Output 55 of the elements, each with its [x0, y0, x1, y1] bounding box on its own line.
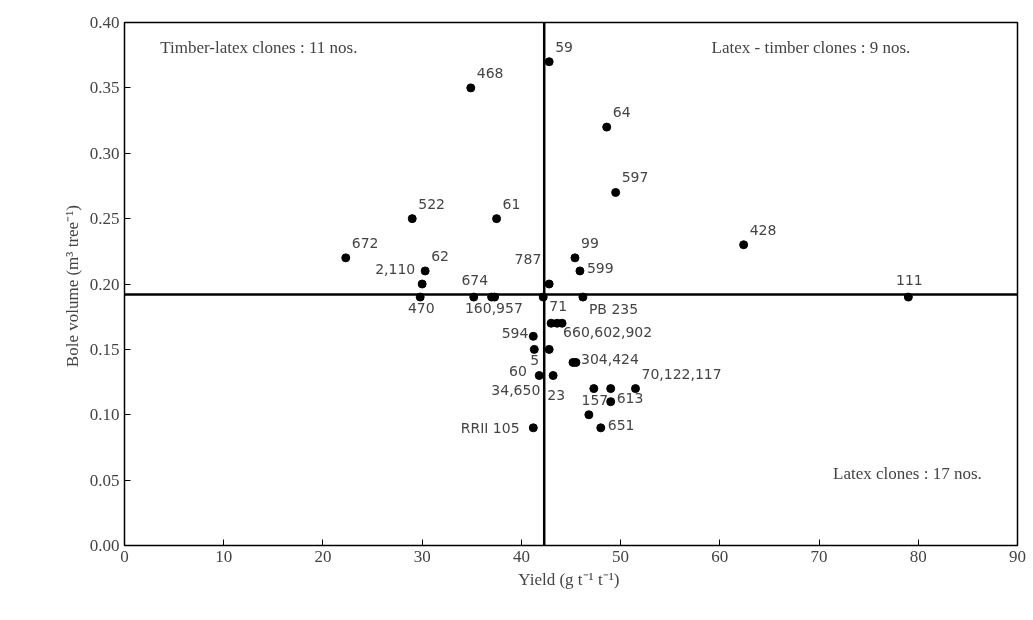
x-tick-label: 50 [612, 546, 630, 566]
y-tick-label: 0.20 [89, 274, 120, 294]
annotation: Timber-latex clones : 11 nos. [160, 38, 358, 58]
annotation: 23 [547, 386, 566, 403]
y-tick-label: 0.30 [89, 143, 120, 163]
annotation: 522 [418, 195, 445, 212]
annotation: Latex clones : 17 nos. [833, 463, 982, 483]
annotation: 71 [549, 298, 568, 315]
annotation: 157 [581, 391, 609, 408]
annotation: Latex - timber clones : 9 nos. [711, 38, 911, 58]
y-tick-label: 0.35 [89, 78, 120, 98]
annotation: 61 [502, 195, 521, 212]
x-tick-label: 40 [512, 546, 530, 566]
annotation: 5 [530, 352, 540, 369]
annotation: 674 [461, 272, 489, 289]
annotation: 62 [431, 247, 449, 264]
annotation: 651 [607, 416, 635, 433]
x-tick-label: 70 [810, 546, 828, 566]
annotation: 597 [621, 169, 649, 186]
annotation: 470 [407, 300, 435, 317]
annotation: 160,957 [464, 300, 523, 317]
x-tick-label: 0 [120, 546, 129, 566]
annotation: 59 [555, 38, 573, 55]
y-tick-label: 0.15 [89, 339, 120, 359]
annotation: 111 [896, 272, 923, 289]
x-tick-label: 20 [314, 546, 332, 566]
y-tick-label: 0.05 [89, 470, 120, 490]
x-tick-label: 80 [909, 546, 927, 566]
annotation: RRII 105 [460, 419, 520, 436]
annotation: 613 [616, 389, 644, 406]
annotation: 468 [476, 64, 504, 81]
annotation: 599 [586, 259, 614, 276]
annotation: 64 [612, 104, 631, 121]
y-axis-title: Bole volume (m³ tree⁻¹) [62, 205, 82, 368]
x-axis-title: Yield (g t⁻¹ t⁻¹) [518, 569, 620, 589]
x-tick-label: 90 [1009, 546, 1026, 566]
y-tick-label: 0.00 [89, 536, 120, 555]
y-tick-label: 0.25 [89, 209, 120, 229]
annotation: 304,424 [580, 351, 639, 368]
y-tick-label: 0.40 [89, 13, 120, 32]
annotation: 660,602,902 [563, 324, 653, 341]
x-tick-label: 30 [413, 546, 431, 566]
annotation: 2,110 [375, 261, 416, 277]
annotation: 672 [351, 234, 379, 251]
annotation: 34,650 [491, 381, 541, 398]
annotation: 60 [508, 363, 527, 380]
annotation: PB 235 [588, 301, 639, 318]
x-tick-label: 60 [711, 546, 729, 566]
x-tick-label: 10 [215, 546, 233, 566]
annotation: 594 [501, 325, 529, 342]
annotation: 99 [580, 234, 599, 251]
y-tick-label: 0.10 [89, 405, 120, 425]
annotation: 70,122,117 [641, 365, 722, 382]
annotation: 787 [514, 251, 542, 267]
annotation: 428 [749, 221, 777, 238]
